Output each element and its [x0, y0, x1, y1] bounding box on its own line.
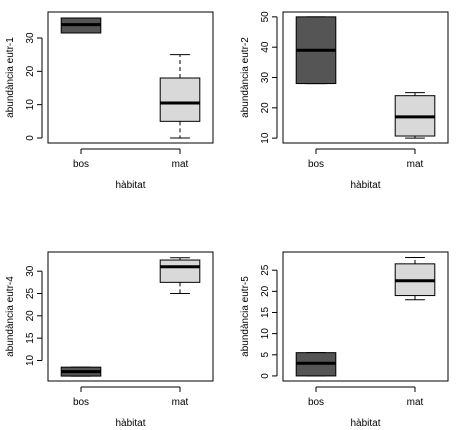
box-bos [60, 17, 102, 34]
y-tick-label: 25 [25, 288, 36, 300]
y-tick-label: 10 [25, 99, 36, 111]
y-axis-title: abundància eutr-1 [5, 37, 16, 118]
x-axis-title: hàbitat [350, 418, 380, 429]
box-mat [394, 92, 436, 139]
box-bos [295, 16, 337, 85]
y-tick-label: 5 [260, 352, 271, 358]
y-tick-label: 30 [25, 32, 36, 44]
y-tick-label: 10 [25, 354, 36, 366]
y-tick-label: 20 [260, 285, 271, 297]
boxplot-panel-1: 0 10 20 30 bos mat hàbitat abundància eutr-1 [5, 11, 214, 191]
x-tick-label: bos [308, 397, 324, 408]
y-axis-title: abundància eutr-2 [240, 37, 251, 118]
plot-frame [282, 11, 449, 144]
y-tick-label: 50 [260, 11, 271, 23]
y-tick-label: 10 [260, 328, 271, 340]
box-bos [60, 366, 102, 377]
x-tick-label: bos [73, 159, 89, 170]
y-tick-label: 0 [25, 135, 36, 141]
y-tick-label: 20 [25, 65, 36, 77]
x-tick-label: bos [308, 159, 324, 170]
y-axis-title: abundància eutr-4 [5, 276, 16, 357]
x-tick-label: bos [73, 397, 89, 408]
box-bos [295, 352, 337, 377]
box-iqr [159, 77, 201, 122]
y-tick-label: 20 [260, 102, 271, 114]
plot-frame [47, 251, 214, 382]
y-tick-label: 15 [260, 306, 271, 318]
plot-frame [47, 11, 214, 144]
y-tick-label: 20 [25, 310, 36, 322]
x-tick-label: mat [407, 397, 424, 408]
y-tick-label: 40 [260, 41, 271, 53]
x-axis-title: hàbitat [350, 180, 380, 191]
x-axis-title: hàbitat [115, 180, 145, 191]
x-tick-label: mat [172, 159, 189, 170]
x-tick-label: mat [407, 159, 424, 170]
box-iqr [159, 259, 201, 283]
y-tick-label: 30 [260, 72, 271, 84]
boxplot-panel-3: 10 15 20 25 30 bos mat hàbitat abundància eutr-4 [5, 251, 214, 429]
y-tick-label: 10 [260, 132, 271, 144]
box-mat [159, 54, 201, 139]
x-axis-title: hàbitat [115, 418, 145, 429]
box-mat [159, 257, 201, 295]
plot-frame [282, 251, 449, 382]
y-tick-label: 30 [25, 265, 36, 277]
box-mat [394, 256, 436, 301]
boxplot-panel-2: 10 20 30 40 50 bos mat hàbitat abundància eutr-2 [240, 11, 449, 191]
boxplot-panel-4: 0 5 10 15 20 25 bos mat hàbitat abundància eutr-5 [240, 251, 449, 429]
y-axis-title: abundància eutr-5 [240, 276, 251, 357]
y-tick-label: 0 [260, 373, 271, 379]
y-tick-label: 15 [25, 332, 36, 344]
x-tick-label: mat [172, 397, 189, 408]
y-tick-label: 25 [260, 264, 271, 276]
